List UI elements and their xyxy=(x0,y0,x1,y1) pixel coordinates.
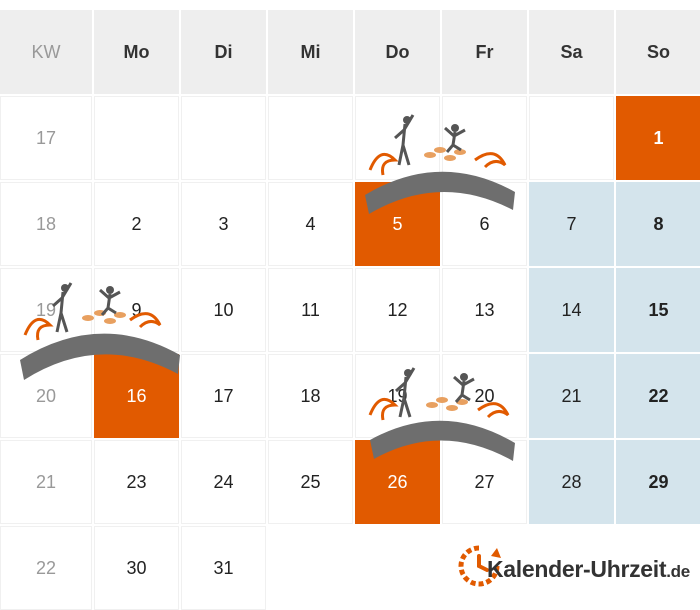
day-header-do: Do xyxy=(355,10,440,94)
day-cell[interactable]: 23 xyxy=(94,440,179,524)
day-cell-sunday[interactable]: 29 xyxy=(616,440,700,524)
day-cell-weekend[interactable]: 28 xyxy=(529,440,614,524)
logo-tld: .de xyxy=(666,562,690,581)
day-cell-empty xyxy=(268,526,353,610)
week-number: 22 xyxy=(0,526,92,610)
day-cell[interactable]: 4 xyxy=(268,182,353,266)
day-cell-empty xyxy=(355,526,440,610)
day-cell-holiday[interactable]: 1 xyxy=(616,96,700,180)
day-cell-empty xyxy=(355,96,440,180)
logo-name: Kalender-Uhrzeit xyxy=(487,556,667,582)
week-number: 19 xyxy=(0,268,92,352)
day-cell[interactable]: 18 xyxy=(268,354,353,438)
day-cell[interactable]: 30 xyxy=(94,526,179,610)
day-cell[interactable]: 6 xyxy=(442,182,527,266)
day-cell[interactable]: 3 xyxy=(181,182,266,266)
day-cell[interactable]: 24 xyxy=(181,440,266,524)
day-cell-weekend[interactable]: 21 xyxy=(529,354,614,438)
day-cell-sunday[interactable]: 15 xyxy=(616,268,700,352)
calendar-grid: KW Mo Di Mi Do Fr Sa So 17 1 18 2 3 4 5 … xyxy=(0,10,700,610)
day-header-so: So xyxy=(616,10,700,94)
week-column-header: KW xyxy=(0,10,92,94)
day-cell[interactable]: 9 xyxy=(94,268,179,352)
site-logo[interactable]: Kalender-Uhrzeit.de xyxy=(455,538,700,598)
day-cell[interactable]: 10 xyxy=(181,268,266,352)
day-cell-sunday[interactable]: 8 xyxy=(616,182,700,266)
day-cell-empty xyxy=(181,96,266,180)
day-cell[interactable]: 17 xyxy=(181,354,266,438)
week-number: 18 xyxy=(0,182,92,266)
day-cell[interactable]: 20 xyxy=(442,354,527,438)
week-number: 17 xyxy=(0,96,92,180)
day-header-di: Di xyxy=(181,10,266,94)
day-cell-weekend[interactable]: 7 xyxy=(529,182,614,266)
day-cell-weekend[interactable]: 14 xyxy=(529,268,614,352)
day-cell-empty xyxy=(442,96,527,180)
day-cell[interactable]: 31 xyxy=(181,526,266,610)
day-cell-holiday[interactable]: 26 xyxy=(355,440,440,524)
day-cell-holiday[interactable]: 16 xyxy=(94,354,179,438)
week-number: 20 xyxy=(0,354,92,438)
day-cell[interactable]: 27 xyxy=(442,440,527,524)
day-cell[interactable]: 25 xyxy=(268,440,353,524)
day-header-mo: Mo xyxy=(94,10,179,94)
day-cell-sunday[interactable]: 22 xyxy=(616,354,700,438)
day-cell[interactable]: 12 xyxy=(355,268,440,352)
logo-text: Kalender-Uhrzeit.de xyxy=(487,556,690,583)
day-cell[interactable]: 2 xyxy=(94,182,179,266)
day-cell-empty xyxy=(529,96,614,180)
day-cell[interactable]: 19 xyxy=(355,354,440,438)
day-cell[interactable]: 11 xyxy=(268,268,353,352)
day-cell-empty xyxy=(94,96,179,180)
day-cell[interactable]: 13 xyxy=(442,268,527,352)
clock-arrow-icon xyxy=(458,545,501,587)
day-header-mi: Mi xyxy=(268,10,353,94)
day-header-sa: Sa xyxy=(529,10,614,94)
day-cell-empty xyxy=(268,96,353,180)
week-number: 21 xyxy=(0,440,92,524)
day-cell-holiday[interactable]: 5 xyxy=(355,182,440,266)
day-header-fr: Fr xyxy=(442,10,527,94)
